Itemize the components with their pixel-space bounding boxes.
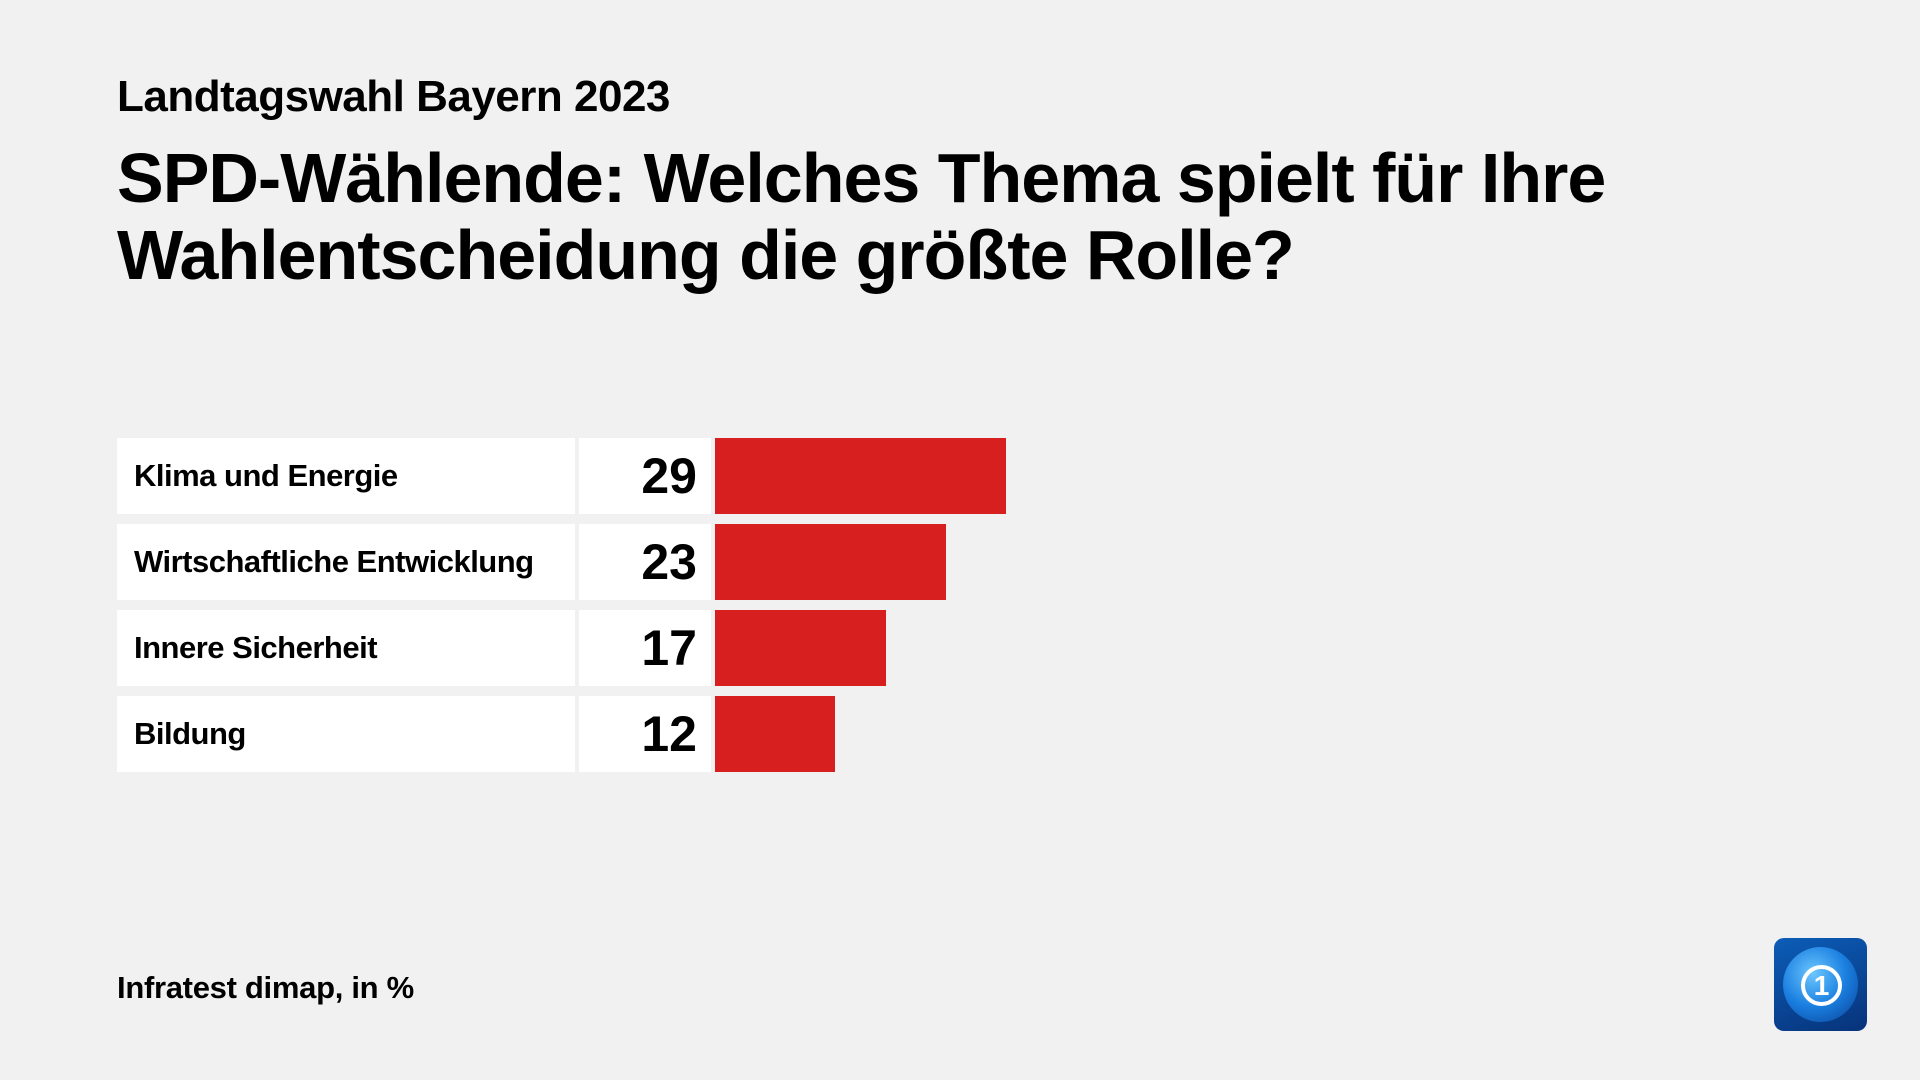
category-label: Innere Sicherheit [117, 610, 575, 686]
bar [715, 438, 1006, 514]
value-label: 12 [579, 696, 711, 772]
tagesschau-logo-icon: 1 [1774, 938, 1867, 1031]
category-label: Bildung [117, 696, 575, 772]
bar-row: Klima und Energie 29 [117, 438, 1317, 514]
logo-number: 1 [1801, 965, 1842, 1006]
bar-row: Innere Sicherheit 17 [117, 610, 1317, 686]
source-note: Infratest dimap, in % [117, 970, 414, 1005]
bar [715, 524, 946, 600]
value-label: 29 [579, 438, 711, 514]
bar [715, 610, 886, 686]
bar-row: Bildung 12 [117, 696, 1317, 772]
bar [715, 696, 836, 772]
bar-row: Wirtschaftliche Entwicklung 23 [117, 524, 1317, 600]
category-label: Wirtschaftliche Entwicklung [117, 524, 575, 600]
chart-kicker: Landtagswahl Bayern 2023 [117, 72, 670, 121]
chart-title: SPD-Wählende: Welches Thema spielt für I… [117, 139, 1606, 294]
value-label: 23 [579, 524, 711, 600]
value-label: 17 [579, 610, 711, 686]
category-label: Klima und Energie [117, 438, 575, 514]
